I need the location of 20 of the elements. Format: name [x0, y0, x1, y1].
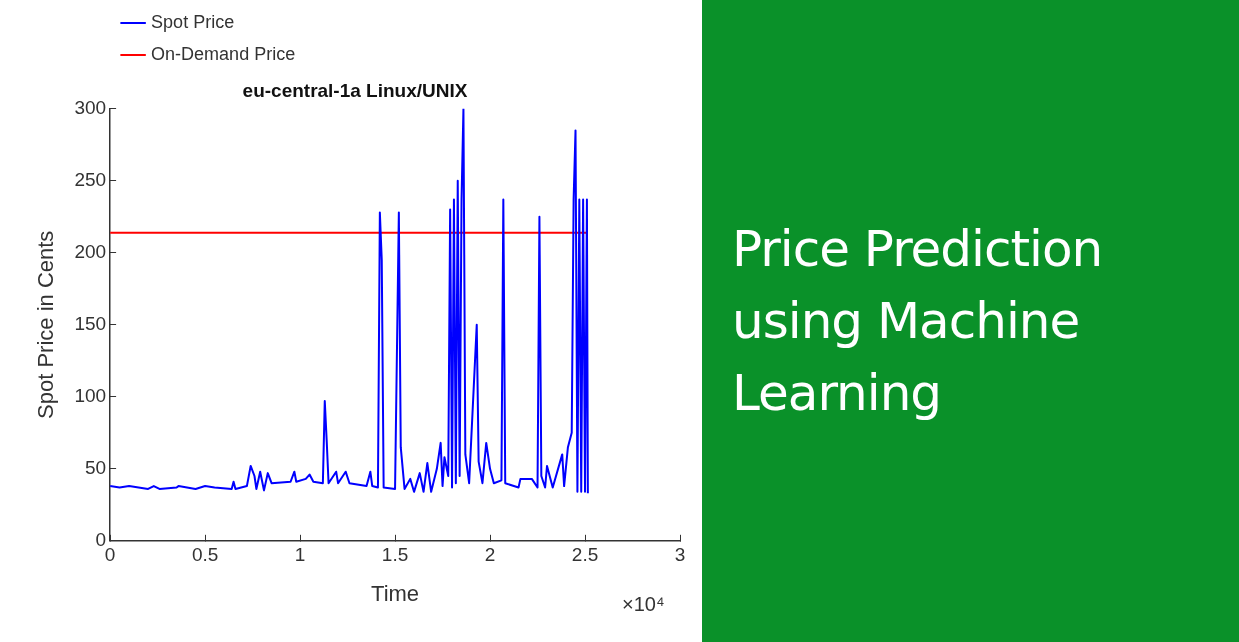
chart-title: eu-central-1a Linux/UNIX: [242, 79, 468, 101]
y-tick-label: 250: [74, 169, 107, 191]
y-axis-title: Spot Price in Cents: [33, 230, 59, 419]
text: ×10⁴: [622, 592, 665, 616]
y-tick-label: 300: [74, 97, 107, 119]
x-tick-label: 1.5: [381, 544, 409, 566]
y-tick-label: 0: [95, 529, 107, 551]
y-tick-label: 150: [74, 313, 107, 335]
legend-label: On-Demand Price: [151, 43, 296, 64]
text: Price Prediction using Machine Learning: [732, 219, 1104, 424]
x-axis-title: Time: [371, 580, 420, 606]
x-tick-label: 3: [674, 544, 686, 566]
x-tick-label: 2.5: [571, 544, 599, 566]
x-tick-label: 1: [294, 544, 306, 566]
y-tick-label: 50: [84, 457, 107, 479]
y-tick-label: 100: [74, 385, 107, 407]
x-tick-label: 2: [484, 544, 496, 566]
x-tick-label: 0.5: [191, 544, 219, 566]
y-tick-label: 200: [74, 241, 107, 263]
legend-label: Spot Price: [151, 11, 235, 32]
